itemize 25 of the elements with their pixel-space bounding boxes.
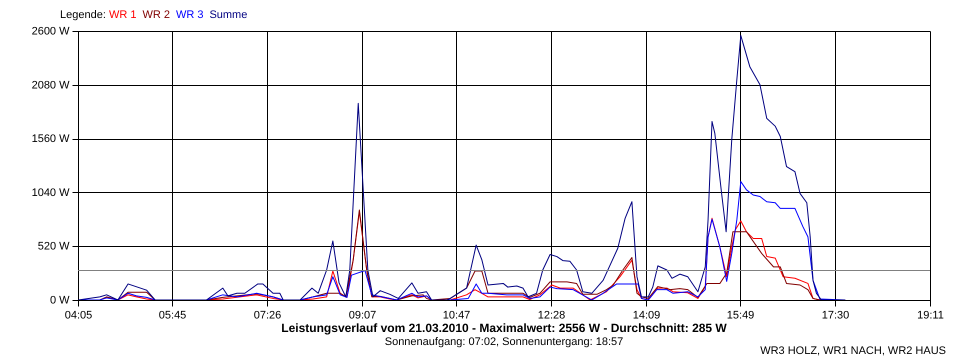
text: WR 3 <box>176 9 204 21</box>
y-tick-label: 1040 W <box>32 186 70 199</box>
text: WR3 HOLZ, WR1 NACH, WR2 HAUS <box>760 345 946 357</box>
y-tick-label: 520 W <box>38 240 70 253</box>
text: Sonnenaufgang: 07:02, Sonnenuntergang: 18:57 <box>384 336 624 348</box>
x-tick-label: 10:47 <box>442 310 470 322</box>
text: WR 2 <box>142 9 170 21</box>
x-tick-label: 15:49 <box>726 310 754 322</box>
x-tick-label: 04:05 <box>64 310 92 322</box>
x-tick-label: 05:45 <box>158 310 186 322</box>
line-series <box>78 35 846 300</box>
text: Summe <box>209 9 248 21</box>
x-tick-label: 17:30 <box>822 310 850 322</box>
y-tick-label: 1560 W <box>32 133 70 146</box>
x-tick-label: 09:07 <box>348 310 376 322</box>
y-tick-label: 2600 W <box>32 26 70 38</box>
x-tick-label: 19:11 <box>917 310 944 322</box>
legend-title: Legende: <box>60 9 107 21</box>
text: WR 1 <box>108 9 136 21</box>
x-tick-label: 12:28 <box>538 310 566 322</box>
x-tick-label: 07:26 <box>254 310 282 322</box>
text: Leistungsverlauf vom 21.03.2010 - Maximalwert: 2556 W - Durchschnitt: 285 W <box>281 321 728 335</box>
y-tick-label: 2080 W <box>32 79 70 92</box>
y-tick-label: 0 W <box>50 294 70 306</box>
x-tick-label: 14:09 <box>632 310 660 322</box>
